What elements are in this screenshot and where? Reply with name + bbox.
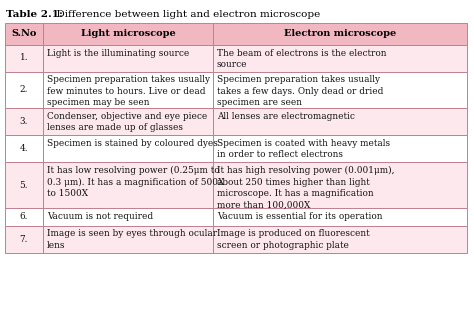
Text: The beam of electrons is the electron
source: The beam of electrons is the electron so… [217, 49, 386, 69]
Text: Specimen is stained by coloured dyes: Specimen is stained by coloured dyes [47, 139, 218, 148]
Text: Light microscope: Light microscope [81, 29, 175, 38]
Bar [43, 225, 213, 253]
Text: Table 2.1:: Table 2.1: [6, 10, 63, 19]
Bar [5, 108, 43, 135]
Bar [5, 71, 43, 108]
Text: S.No: S.No [11, 29, 36, 38]
Text: Electron microscope: Electron microscope [284, 29, 396, 38]
Bar [213, 23, 467, 45]
Text: It has high resolving power (0.001μm),
about 250 times higher than light
microsc: It has high resolving power (0.001μm), a… [217, 166, 394, 209]
Bar [213, 162, 467, 208]
Text: Light is the illuminating source: Light is the illuminating source [47, 49, 189, 58]
Bar [5, 135, 43, 162]
Text: Vacuum is essential for its operation: Vacuum is essential for its operation [217, 212, 383, 221]
Bar [213, 135, 467, 162]
Bar [43, 208, 213, 225]
Text: It has low resolving power (0.25μm to
0.3 μm). It has a magnification of 500X
to: It has low resolving power (0.25μm to 0.… [47, 166, 224, 198]
Text: 5.: 5. [19, 181, 28, 190]
Bar [5, 225, 43, 253]
Bar [213, 208, 467, 225]
Text: 4.: 4. [19, 144, 28, 153]
Text: 3.: 3. [20, 117, 28, 126]
Bar [43, 71, 213, 108]
Bar [5, 45, 43, 71]
Text: Condenser, objective and eye piece
lenses are made up of glasses: Condenser, objective and eye piece lense… [47, 112, 207, 132]
Text: All lenses are electromagnetic: All lenses are electromagnetic [217, 112, 355, 121]
Text: Image is produced on fluorescent
screen or photographic plate: Image is produced on fluorescent screen … [217, 229, 370, 250]
Text: Specimen is coated with heavy metals
in order to reflect electrons: Specimen is coated with heavy metals in … [217, 139, 390, 159]
Text: 7.: 7. [20, 234, 28, 244]
Bar [213, 108, 467, 135]
Text: Vacuum is not required: Vacuum is not required [47, 212, 153, 221]
Bar [5, 23, 43, 45]
Bar [43, 45, 213, 71]
Bar [43, 108, 213, 135]
Bar [213, 71, 467, 108]
Bar [43, 162, 213, 208]
Text: Image is seen by eyes through ocular
lens: Image is seen by eyes through ocular len… [47, 229, 217, 250]
Bar [43, 23, 213, 45]
Text: Difference between light and electron microscope: Difference between light and electron mi… [50, 10, 320, 19]
Bar [5, 162, 43, 208]
Bar [43, 135, 213, 162]
Bar [213, 225, 467, 253]
Text: 6.: 6. [20, 212, 28, 221]
Text: Specimen preparation takes usually
takes a few days. Only dead or dried
specimen: Specimen preparation takes usually takes… [217, 75, 383, 108]
Text: 1.: 1. [19, 54, 28, 63]
Text: Specimen preparation takes usually
few minutes to hours. Live or dead
specimen m: Specimen preparation takes usually few m… [47, 75, 210, 108]
Bar [213, 45, 467, 71]
Text: 2.: 2. [20, 85, 28, 94]
Bar [5, 208, 43, 225]
